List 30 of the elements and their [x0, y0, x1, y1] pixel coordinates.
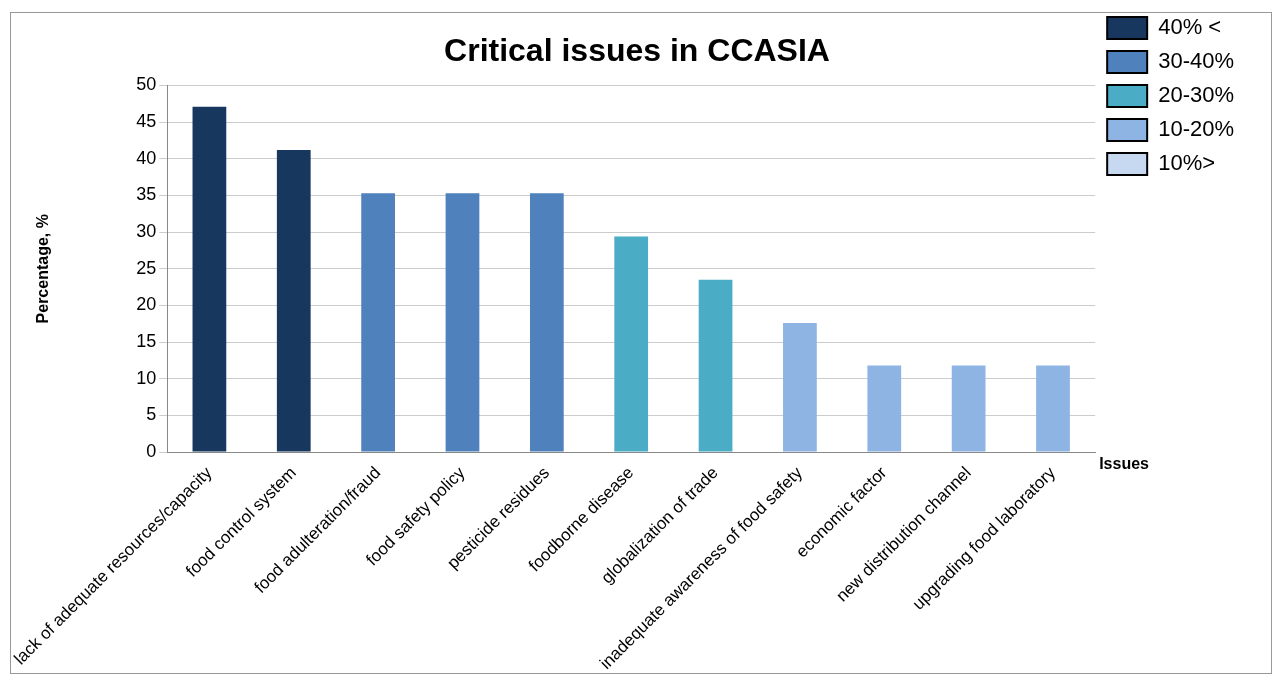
chart-title: Critical issues in CCASIA: [444, 32, 830, 69]
y-tick-label: 25: [136, 257, 157, 278]
bar: [867, 365, 902, 452]
y-tick-label: 45: [136, 111, 157, 132]
y-tick-label: 10: [136, 367, 157, 388]
bar: [698, 279, 733, 452]
bar: [192, 106, 227, 452]
legend-label: 40% <: [1158, 14, 1222, 40]
legend-label: 10-20%: [1158, 116, 1235, 142]
legend-label: 10%>: [1158, 150, 1216, 176]
bar: [529, 193, 564, 452]
y-tick-label: 15: [136, 331, 157, 352]
y-tick-label: 40: [136, 147, 157, 168]
bar: [276, 149, 311, 452]
y-tick-label: 5: [146, 404, 157, 425]
bar: [951, 365, 986, 452]
y-tick-label: 50: [136, 74, 157, 95]
legend-label: 30-40%: [1158, 48, 1235, 74]
y-tick-label: 0: [146, 441, 157, 462]
y-tick-label: 20: [136, 294, 157, 315]
bar: [361, 193, 395, 452]
y-tick-label: 35: [136, 184, 157, 205]
bar: [783, 323, 817, 452]
x-axis-title: Issues: [1099, 454, 1150, 472]
legend-label: 20-30%: [1158, 82, 1235, 108]
bar: [445, 193, 480, 452]
y-tick-label: 30: [136, 221, 157, 242]
bar: [614, 236, 649, 452]
bar: [1036, 365, 1070, 452]
y-axis-title: Percentage, %: [34, 214, 52, 324]
